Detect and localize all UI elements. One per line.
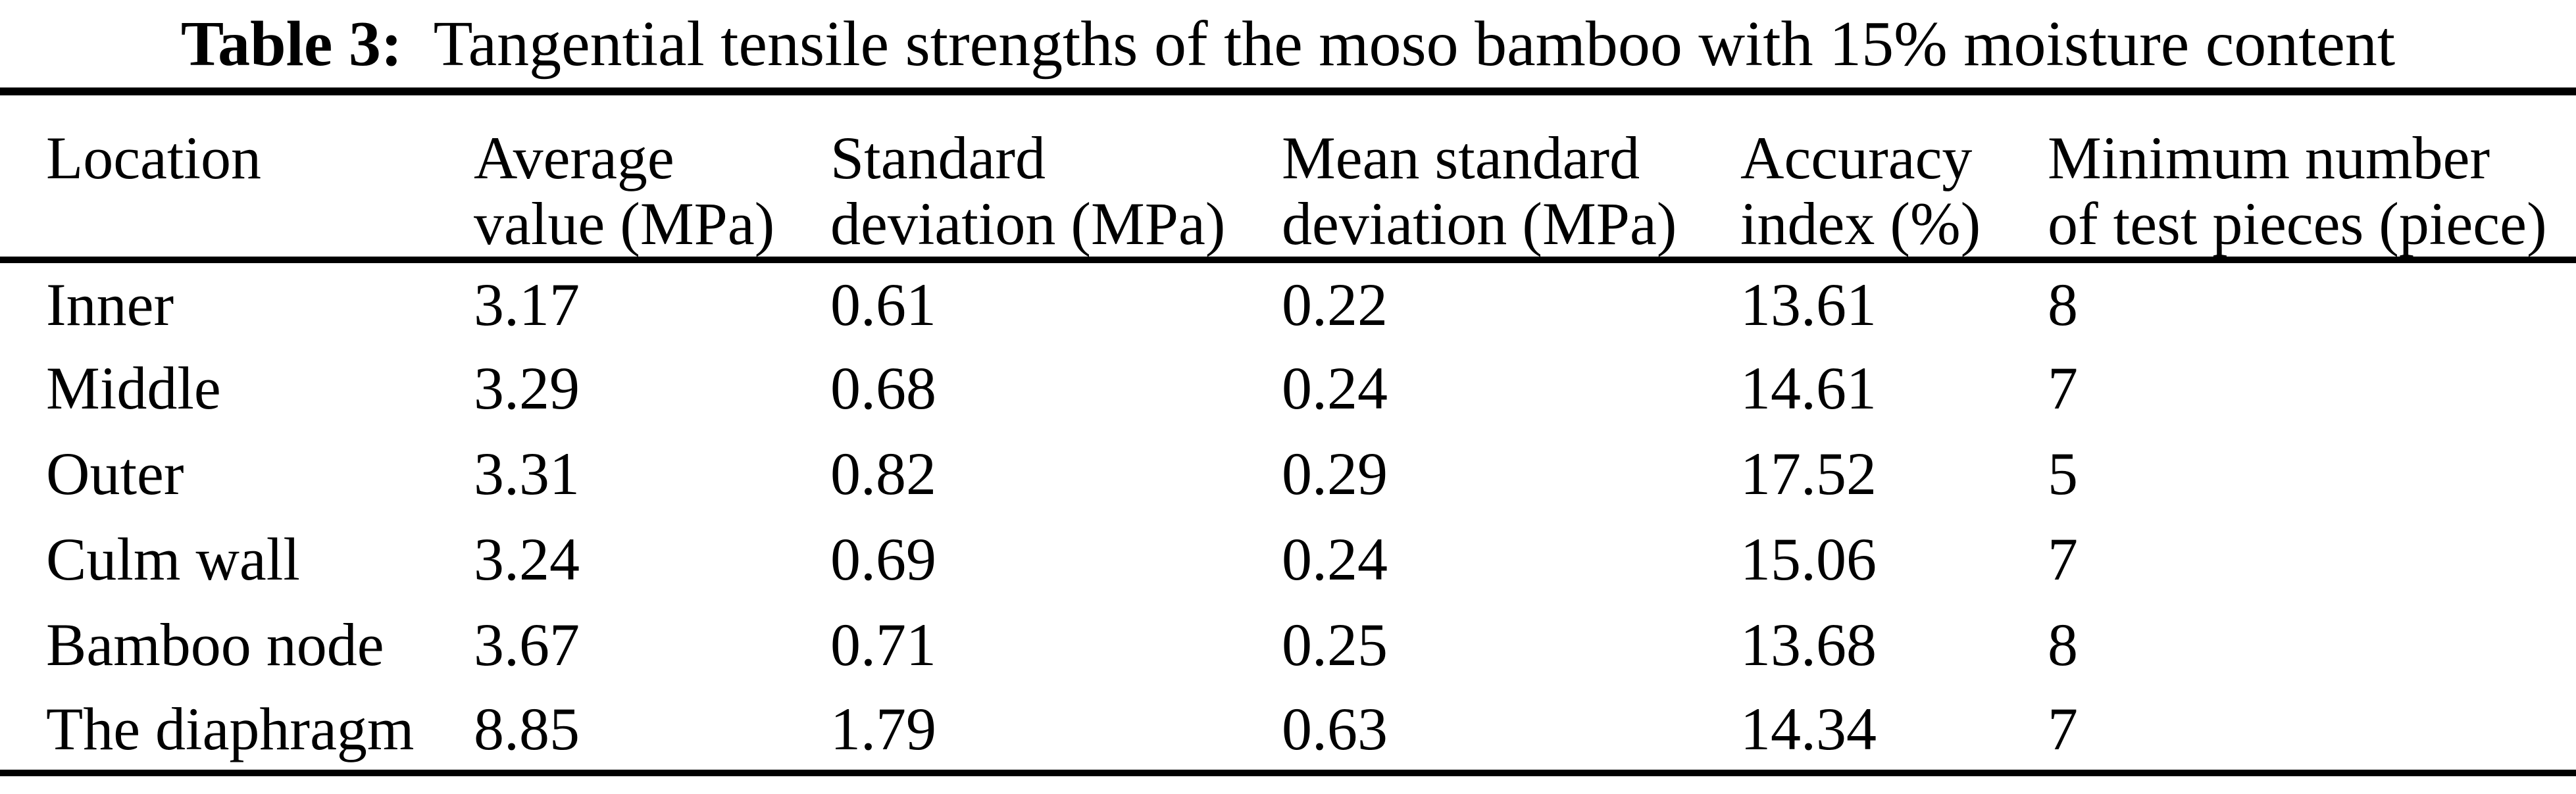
cell-accuracy-index: 17.52 xyxy=(1740,440,1877,507)
header-line: Average xyxy=(474,124,674,191)
header-location: Location xyxy=(0,91,474,263)
cell-min-test-pieces: 7 xyxy=(2048,355,2078,422)
cell-average-value: 3.67 xyxy=(474,611,580,678)
cell-average-value: 3.29 xyxy=(474,355,580,422)
header-line: Location xyxy=(46,124,261,191)
cell-average-value: 3.31 xyxy=(474,440,580,507)
table-body: Inner 3.17 0.61 0.22 13.61 8 Middle 3.29… xyxy=(0,260,2576,773)
cell-min-test-pieces: 5 xyxy=(2048,440,2078,507)
cell-location: Inner xyxy=(46,270,174,338)
cell-average-value: 8.85 xyxy=(474,695,580,762)
cell-mean-standard-deviation: 0.24 xyxy=(1282,355,1388,422)
table-row-culm-wall: Culm wall 3.24 0.69 0.24 15.06 7 xyxy=(0,516,2576,602)
header-line: deviation (MPa) xyxy=(830,190,1226,257)
cell-standard-deviation: 0.71 xyxy=(830,611,936,678)
table-row-outer: Outer 3.31 0.82 0.29 17.52 5 xyxy=(0,431,2576,516)
cell-standard-deviation: 0.82 xyxy=(830,440,936,507)
cell-accuracy-index: 14.61 xyxy=(1740,355,1877,422)
cell-location: Bamboo node xyxy=(46,611,384,678)
cell-mean-standard-deviation: 0.24 xyxy=(1282,526,1388,593)
cell-location: Culm wall xyxy=(46,526,300,593)
cell-location: The diaphragm xyxy=(46,695,415,762)
table-row-inner: Inner 3.17 0.61 0.22 13.61 8 xyxy=(0,260,2576,345)
cell-standard-deviation: 1.79 xyxy=(830,695,936,762)
table-caption-text: Tangential tensile strengths of the moso… xyxy=(433,8,2396,80)
table-row-middle: Middle 3.29 0.68 0.24 14.61 7 xyxy=(0,345,2576,431)
header-line: Mean standard xyxy=(1282,124,1640,191)
cell-mean-standard-deviation: 0.22 xyxy=(1282,270,1388,338)
header-line: deviation (MPa) xyxy=(1282,190,1677,257)
header-standard-deviation: Standard deviation (MPa) xyxy=(830,91,1282,263)
cell-standard-deviation: 0.69 xyxy=(830,526,936,593)
table-header: Location Average value (MPa) Standard de… xyxy=(0,91,2576,263)
cell-min-test-pieces: 8 xyxy=(2048,270,2078,338)
header-line: Minimum number xyxy=(2048,124,2490,191)
cell-min-test-pieces: 7 xyxy=(2048,695,2078,762)
header-min-test-pieces: Minimum number of test pieces (piece) xyxy=(2048,91,2576,263)
cell-average-value: 3.24 xyxy=(474,526,580,593)
header-line: index (%) xyxy=(1740,190,1981,257)
header-row: Location Average value (MPa) Standard de… xyxy=(0,91,2576,263)
cell-mean-standard-deviation: 0.63 xyxy=(1282,695,1388,762)
cell-mean-standard-deviation: 0.29 xyxy=(1282,440,1388,507)
header-line: Accuracy xyxy=(1740,124,1973,191)
cell-accuracy-index: 13.68 xyxy=(1740,611,1877,678)
cell-location: Middle xyxy=(46,355,221,422)
table-caption-label: Table 3: xyxy=(180,8,403,80)
paper-table-figure: Table 3: Tangential tensile strengths of … xyxy=(0,0,2576,776)
cell-standard-deviation: 0.68 xyxy=(830,355,936,422)
header-average-value: Average value (MPa) xyxy=(474,91,830,263)
cell-average-value: 3.17 xyxy=(474,270,580,338)
cell-accuracy-index: 13.61 xyxy=(1740,270,1877,338)
cell-accuracy-index: 15.06 xyxy=(1740,526,1877,593)
header-mean-standard-deviation: Mean standard deviation (MPa) xyxy=(1282,91,1740,263)
table-caption: Table 3: Tangential tensile strengths of … xyxy=(0,0,2576,87)
cell-standard-deviation: 0.61 xyxy=(830,270,936,338)
cell-location: Outer xyxy=(46,440,184,507)
header-line: value (MPa) xyxy=(474,190,775,257)
cell-mean-standard-deviation: 0.25 xyxy=(1282,611,1388,678)
table-row-bamboo-node: Bamboo node 3.67 0.71 0.25 13.68 8 xyxy=(0,602,2576,687)
cell-accuracy-index: 14.34 xyxy=(1740,695,1877,762)
header-line: Standard xyxy=(830,124,1046,191)
header-accuracy-index: Accuracy index (%) xyxy=(1740,91,2048,263)
table-row-diaphragm: The diaphragm 8.85 1.79 0.63 14.34 7 xyxy=(0,687,2576,773)
cell-min-test-pieces: 8 xyxy=(2048,611,2078,678)
header-line: of test pieces (piece) xyxy=(2048,190,2547,257)
cell-min-test-pieces: 7 xyxy=(2048,526,2078,593)
data-table: Location Average value (MPa) Standard de… xyxy=(0,87,2576,776)
